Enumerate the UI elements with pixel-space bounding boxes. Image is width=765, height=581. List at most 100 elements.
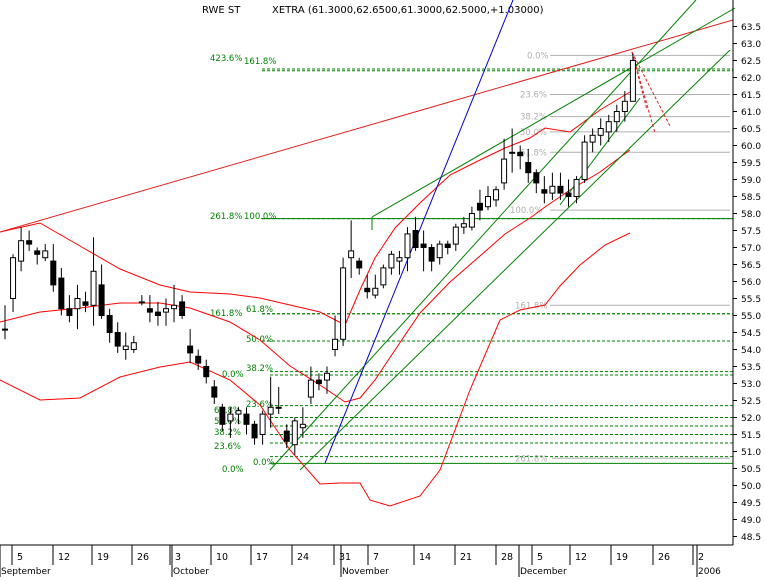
candle-body xyxy=(122,345,129,351)
candle-body xyxy=(267,406,274,415)
y-tick-label: 57.0 xyxy=(741,244,761,254)
y-tick-label: 60.0 xyxy=(741,142,761,152)
fib-right-label: 38.2% xyxy=(520,113,547,123)
y-tick-label: 51.0 xyxy=(741,448,761,458)
fib-label: 261.8% xyxy=(210,212,242,222)
x-tick-label: 24 xyxy=(297,552,309,563)
candle-body xyxy=(388,253,395,269)
candle xyxy=(203,359,210,384)
y-tick-label: 54.5 xyxy=(741,329,761,339)
fib-label: 50.0% xyxy=(214,417,241,427)
candle xyxy=(259,410,266,445)
candle-body xyxy=(235,410,242,415)
month-label: November xyxy=(342,567,389,577)
candle-body xyxy=(259,413,266,436)
y-tick-label: 63.0 xyxy=(741,40,761,50)
candle xyxy=(42,244,49,262)
candle-body xyxy=(154,311,161,317)
fib-right-label: 0.0% xyxy=(527,51,549,61)
candle-body xyxy=(227,413,234,422)
candle xyxy=(356,257,363,275)
candle xyxy=(557,172,564,200)
candle-body xyxy=(26,240,33,245)
candle xyxy=(324,366,330,394)
candle-body xyxy=(90,270,97,306)
candle-body xyxy=(549,185,556,194)
candle-body xyxy=(74,298,81,310)
fib-label: 161.8% xyxy=(210,309,242,319)
candle xyxy=(163,298,169,326)
x-tick-label: 12 xyxy=(575,552,587,563)
y-tick-label: 60.5 xyxy=(741,125,761,135)
candle xyxy=(581,135,588,183)
candle xyxy=(114,322,121,353)
candle-body xyxy=(517,151,524,157)
candle-body xyxy=(251,423,258,439)
candle xyxy=(364,274,371,299)
candle-body xyxy=(98,284,105,316)
candle-body xyxy=(509,151,516,154)
candle-body xyxy=(452,226,459,245)
candle-body xyxy=(307,379,314,398)
candle-body xyxy=(565,192,572,198)
candle xyxy=(106,308,113,343)
month-label: October xyxy=(173,567,209,577)
candle-body xyxy=(50,260,57,286)
fib-label: 61.8% xyxy=(214,406,241,416)
candle-body xyxy=(597,128,604,136)
fib-label: 0.0% xyxy=(222,465,244,475)
candle-body xyxy=(372,287,379,296)
candle xyxy=(485,186,491,211)
candle xyxy=(404,227,411,272)
candle xyxy=(605,114,612,143)
candle-body xyxy=(211,386,218,398)
candle-body xyxy=(299,423,306,429)
candle xyxy=(50,244,57,292)
fib-label: 23.6% xyxy=(214,442,241,452)
candle-body xyxy=(340,267,347,340)
candle-body xyxy=(203,366,210,378)
candle xyxy=(573,176,580,204)
candle xyxy=(275,386,282,415)
x-tick-label: 14 xyxy=(419,552,431,563)
y-tick-label: 53.0 xyxy=(741,380,761,390)
y-tick-label: 56.5 xyxy=(741,261,761,271)
bollinger-lower xyxy=(0,232,631,507)
candle-body xyxy=(460,223,467,228)
candle xyxy=(629,53,636,102)
candle xyxy=(227,407,234,438)
candle-body xyxy=(436,243,443,259)
y-tick-label: 55.5 xyxy=(741,295,761,305)
candle xyxy=(621,91,628,122)
candle xyxy=(468,206,475,231)
candle xyxy=(130,335,137,353)
candle-body xyxy=(42,250,49,259)
fib-label: 38.2% xyxy=(246,364,273,374)
y-tick-label: 58.0 xyxy=(741,210,761,220)
candle xyxy=(589,128,596,153)
channel-line xyxy=(559,97,641,206)
candle-body xyxy=(621,100,628,113)
candle xyxy=(98,264,105,319)
fib-label: 100.0% xyxy=(244,212,276,222)
candle xyxy=(66,295,73,323)
candle xyxy=(460,216,467,234)
x-tick-label: 3 xyxy=(175,552,181,563)
candle-body xyxy=(114,332,121,347)
y-tick-label: 48.5 xyxy=(741,533,761,543)
y-tick-label: 50.5 xyxy=(741,465,761,475)
x-tick-label: 31 xyxy=(339,552,351,563)
fib-right-label: 61.8% xyxy=(520,148,547,158)
candle xyxy=(267,376,274,428)
channel-line xyxy=(299,49,731,471)
candle-body xyxy=(613,111,620,123)
candle xyxy=(146,295,153,323)
x-tick-label: 17 xyxy=(256,552,268,563)
candle xyxy=(283,424,290,449)
candle xyxy=(122,332,129,360)
candle-body xyxy=(146,308,153,313)
candle-body xyxy=(589,134,596,143)
y-tick-label: 57.5 xyxy=(741,227,761,237)
candle-body xyxy=(468,213,475,228)
